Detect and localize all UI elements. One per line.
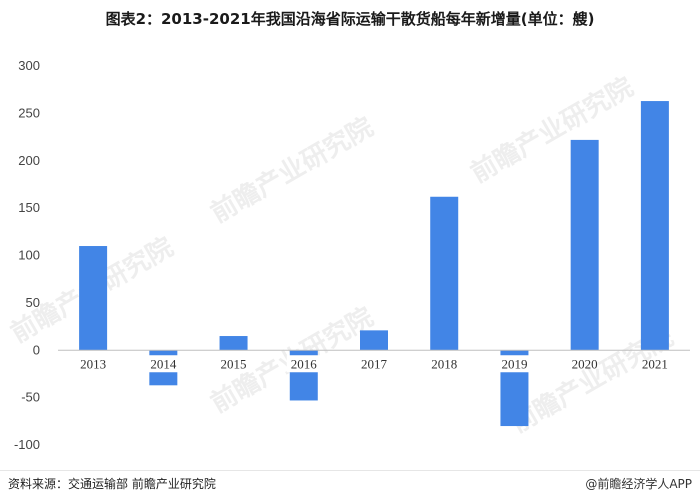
bar-2018 (430, 196, 459, 351)
bar-2013 (79, 246, 108, 351)
bar-2015 (219, 336, 248, 351)
x-category-label: 2013 (80, 356, 106, 371)
source-note: 资料来源：交通运输部 前瞻产业研究院 (8, 477, 216, 491)
bar-2021 (640, 101, 669, 351)
x-category-label: 2020 (572, 356, 598, 371)
brand-label: @前瞻经济学人APP (585, 477, 692, 491)
x-category-label: 2019 (501, 356, 527, 371)
y-tick-label: 0 (33, 342, 40, 357)
x-category-label: 2014 (150, 356, 177, 371)
x-category-label: 2016 (291, 356, 318, 371)
category-label-backdrop (497, 355, 532, 373)
footer: 资料来源：交通运输部 前瞻产业研究院 @前瞻经济学人APP (0, 470, 700, 496)
y-tick-label: 300 (18, 58, 40, 73)
bar-2020 (570, 139, 599, 351)
y-tick-label: -100 (14, 437, 40, 452)
y-tick-label: 150 (18, 200, 40, 215)
x-category-label: 2017 (361, 356, 388, 371)
y-tick-label: 100 (18, 248, 40, 263)
y-tick-label: 250 (18, 105, 40, 120)
x-category-label: 2021 (642, 356, 668, 371)
category-label-backdrop (286, 355, 321, 373)
y-tick-label: 200 (18, 153, 40, 168)
y-tick-label: 50 (26, 295, 40, 310)
y-tick-label: -50 (21, 390, 40, 405)
x-category-label: 2018 (431, 356, 457, 371)
chart-title: 图表2：2013-2021年我国沿海省际运输干散货船每年新增量(单位：艘) (105, 10, 595, 28)
category-label-backdrop (146, 355, 181, 373)
x-category-label: 2015 (221, 356, 247, 371)
bar-chart: -100 -50 0 50 100 150 200 250 300 2013 2014 2015 201… (14, 58, 690, 452)
bar-2017 (360, 330, 388, 351)
